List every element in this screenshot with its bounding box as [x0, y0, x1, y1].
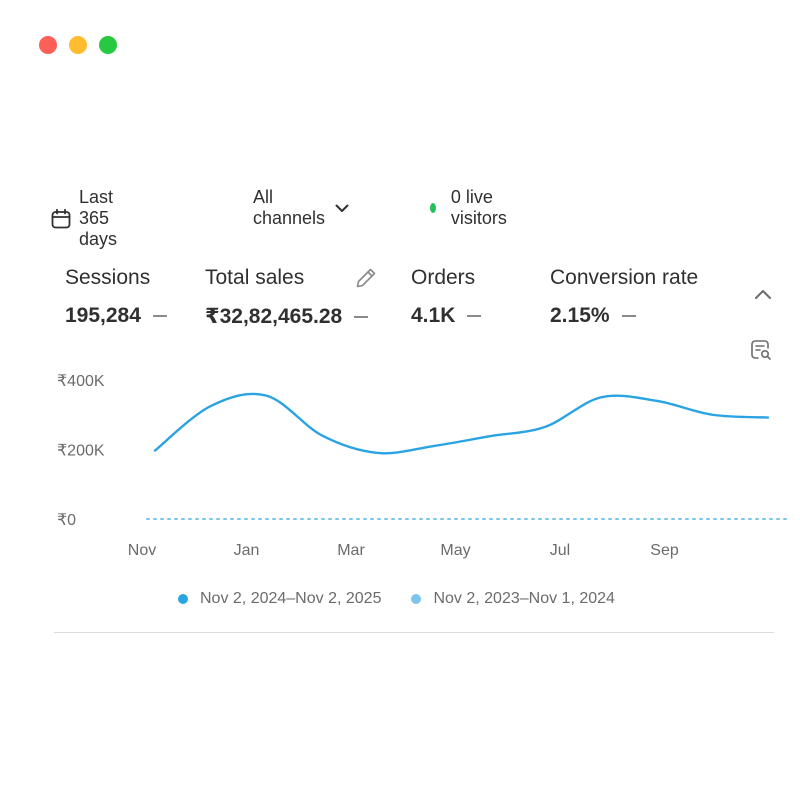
x-tick-label: Mar — [337, 542, 365, 559]
metric-value: 195,284 — [65, 304, 141, 327]
metric-label: Conversion rate — [550, 266, 699, 289]
date-range-label: Last 365 days — [79, 187, 118, 249]
live-visitors-label: 0 live visitors — [450, 187, 507, 228]
trend-dash — [467, 315, 482, 317]
metric-orders[interactable]: Orders 4.1K — [411, 266, 482, 328]
date-range-button[interactable]: Last 365 days — [50, 187, 117, 250]
x-tick-label: Nov — [128, 542, 156, 559]
channels-label: All channels — [253, 187, 326, 228]
legend-dot-previous — [411, 594, 422, 604]
chevron-up-icon[interactable] — [752, 285, 774, 310]
channels-dropdown[interactable]: All channels — [253, 187, 350, 229]
trend-dash — [152, 315, 167, 317]
x-tick-label: Sep — [650, 542, 679, 559]
metric-value: 4.1K — [411, 304, 456, 327]
y-tick-label: ₹200K — [57, 443, 105, 460]
pencil-icon[interactable] — [354, 266, 378, 295]
close-button[interactable] — [39, 36, 57, 54]
search-report-icon[interactable] — [749, 338, 773, 367]
x-tick-label: Jan — [234, 542, 260, 559]
legend-item-current[interactable]: Nov 2, 2024–Nov 2, 2025 — [178, 590, 381, 608]
section-divider — [54, 632, 774, 633]
chart-legend: Nov 2, 2024–Nov 2, 2025 Nov 2, 2023–Nov … — [178, 590, 615, 608]
y-tick-label: ₹400K — [57, 373, 105, 390]
minimize-button[interactable] — [69, 36, 87, 54]
legend-dot-current — [178, 594, 188, 604]
live-status-dot — [430, 203, 436, 213]
metric-value: 2.15% — [550, 304, 610, 327]
x-tick-label: May — [440, 542, 470, 559]
x-tick-label: Jul — [550, 542, 570, 559]
legend-item-previous[interactable]: Nov 2, 2023–Nov 1, 2024 — [411, 590, 615, 608]
metric-conversion-rate[interactable]: Conversion rate 2.15% — [550, 266, 698, 328]
legend-label-previous: Nov 2, 2023–Nov 1, 2024 — [433, 590, 615, 607]
metric-total-sales[interactable]: Total sales ₹32,82,465.28 — [205, 266, 369, 329]
metric-value: ₹32,82,465.28 — [205, 305, 343, 328]
metric-label: Sessions — [65, 266, 151, 289]
live-visitors-indicator: 0 live visitors — [430, 187, 511, 229]
trend-dash — [354, 315, 369, 318]
sales-line-chart: ₹400K ₹200K ₹0 Nov Jan Mar May Jul Sep — [57, 373, 791, 559]
metric-label: Orders — [411, 266, 476, 289]
chevron-down-icon — [334, 200, 350, 216]
metric-label: Total sales — [205, 266, 305, 289]
trend-dash — [621, 315, 636, 317]
maximize-button[interactable] — [99, 36, 117, 54]
window-controls — [39, 36, 117, 54]
calendar-icon — [50, 208, 72, 230]
metric-sessions[interactable]: Sessions 195,284 — [65, 266, 167, 328]
y-tick-label: ₹0 — [57, 512, 76, 529]
series-line-current — [153, 392, 770, 455]
legend-label-current: Nov 2, 2024–Nov 2, 2025 — [200, 590, 382, 607]
